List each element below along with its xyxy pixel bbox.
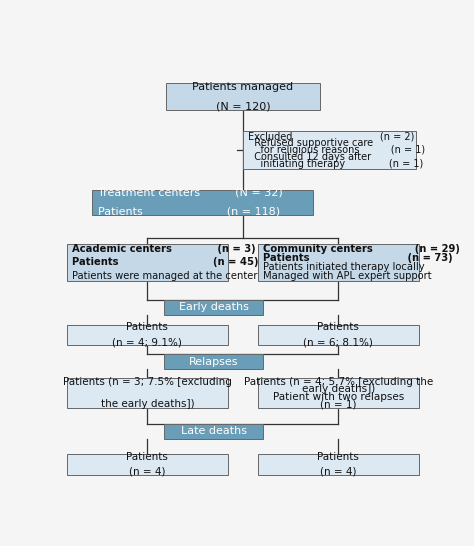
Text: Patients                            (n = 73): Patients (n = 73) <box>263 253 453 263</box>
FancyBboxPatch shape <box>92 189 313 215</box>
FancyBboxPatch shape <box>66 244 228 281</box>
Text: (n = 4): (n = 4) <box>320 467 357 477</box>
Text: Patients: Patients <box>318 322 359 332</box>
Text: Patients                           (n = 45): Patients (n = 45) <box>72 257 259 268</box>
Text: Relapses: Relapses <box>189 357 238 366</box>
FancyBboxPatch shape <box>164 300 263 315</box>
Text: Late deaths: Late deaths <box>181 426 246 436</box>
Text: (n = 6; 8.1%): (n = 6; 8.1%) <box>303 337 374 347</box>
Text: early deaths]): early deaths]) <box>302 384 375 394</box>
Text: Refused supportive care: Refused supportive care <box>248 138 374 148</box>
Text: initiating therapy              (n = 1): initiating therapy (n = 1) <box>248 159 424 169</box>
Text: Patients: Patients <box>127 322 168 332</box>
FancyBboxPatch shape <box>258 244 419 281</box>
FancyBboxPatch shape <box>243 132 416 169</box>
FancyBboxPatch shape <box>66 378 228 408</box>
Text: Patients were managed at the center: Patients were managed at the center <box>72 271 257 281</box>
Text: Excluded                            (n = 2): Excluded (n = 2) <box>248 131 415 141</box>
Text: Treatment centers          (N = 32): Treatment centers (N = 32) <box>98 188 283 198</box>
Text: Patients managed: Patients managed <box>192 82 293 92</box>
Text: Patients initiated therapy locally: Patients initiated therapy locally <box>263 262 425 272</box>
Text: Patients: Patients <box>127 452 168 461</box>
Text: Managed with APL expert support: Managed with APL expert support <box>263 271 432 281</box>
Text: Community centers            (n = 29): Community centers (n = 29) <box>263 244 460 253</box>
Text: (n = 1): (n = 1) <box>320 399 357 410</box>
Text: Patient with two relapses: Patient with two relapses <box>273 392 404 402</box>
FancyBboxPatch shape <box>66 324 228 345</box>
FancyBboxPatch shape <box>258 454 419 474</box>
Text: (n = 4): (n = 4) <box>129 467 166 477</box>
Text: Patients (n = 3; 7.5% [excluding: Patients (n = 3; 7.5% [excluding <box>63 377 232 387</box>
Text: for religious reasons          (n = 1): for religious reasons (n = 1) <box>248 145 426 155</box>
Text: the early deaths]): the early deaths]) <box>100 399 194 410</box>
FancyBboxPatch shape <box>66 454 228 474</box>
FancyBboxPatch shape <box>258 378 419 408</box>
FancyBboxPatch shape <box>164 424 263 439</box>
Text: (n = 4; 9.1%): (n = 4; 9.1%) <box>112 337 182 347</box>
Text: Consulted 12 days after: Consulted 12 days after <box>248 152 372 162</box>
FancyBboxPatch shape <box>164 354 263 369</box>
Text: (N = 120): (N = 120) <box>216 102 270 111</box>
FancyBboxPatch shape <box>258 324 419 345</box>
Text: Patients: Patients <box>318 452 359 461</box>
FancyBboxPatch shape <box>166 84 320 110</box>
Text: Academic centers             (n = 3): Academic centers (n = 3) <box>72 244 256 253</box>
Text: Patients                        (n = 118): Patients (n = 118) <box>98 207 280 217</box>
Text: Patients (n = 4; 5.7% [excluding the: Patients (n = 4; 5.7% [excluding the <box>244 377 433 387</box>
Text: Early deaths: Early deaths <box>179 302 248 312</box>
